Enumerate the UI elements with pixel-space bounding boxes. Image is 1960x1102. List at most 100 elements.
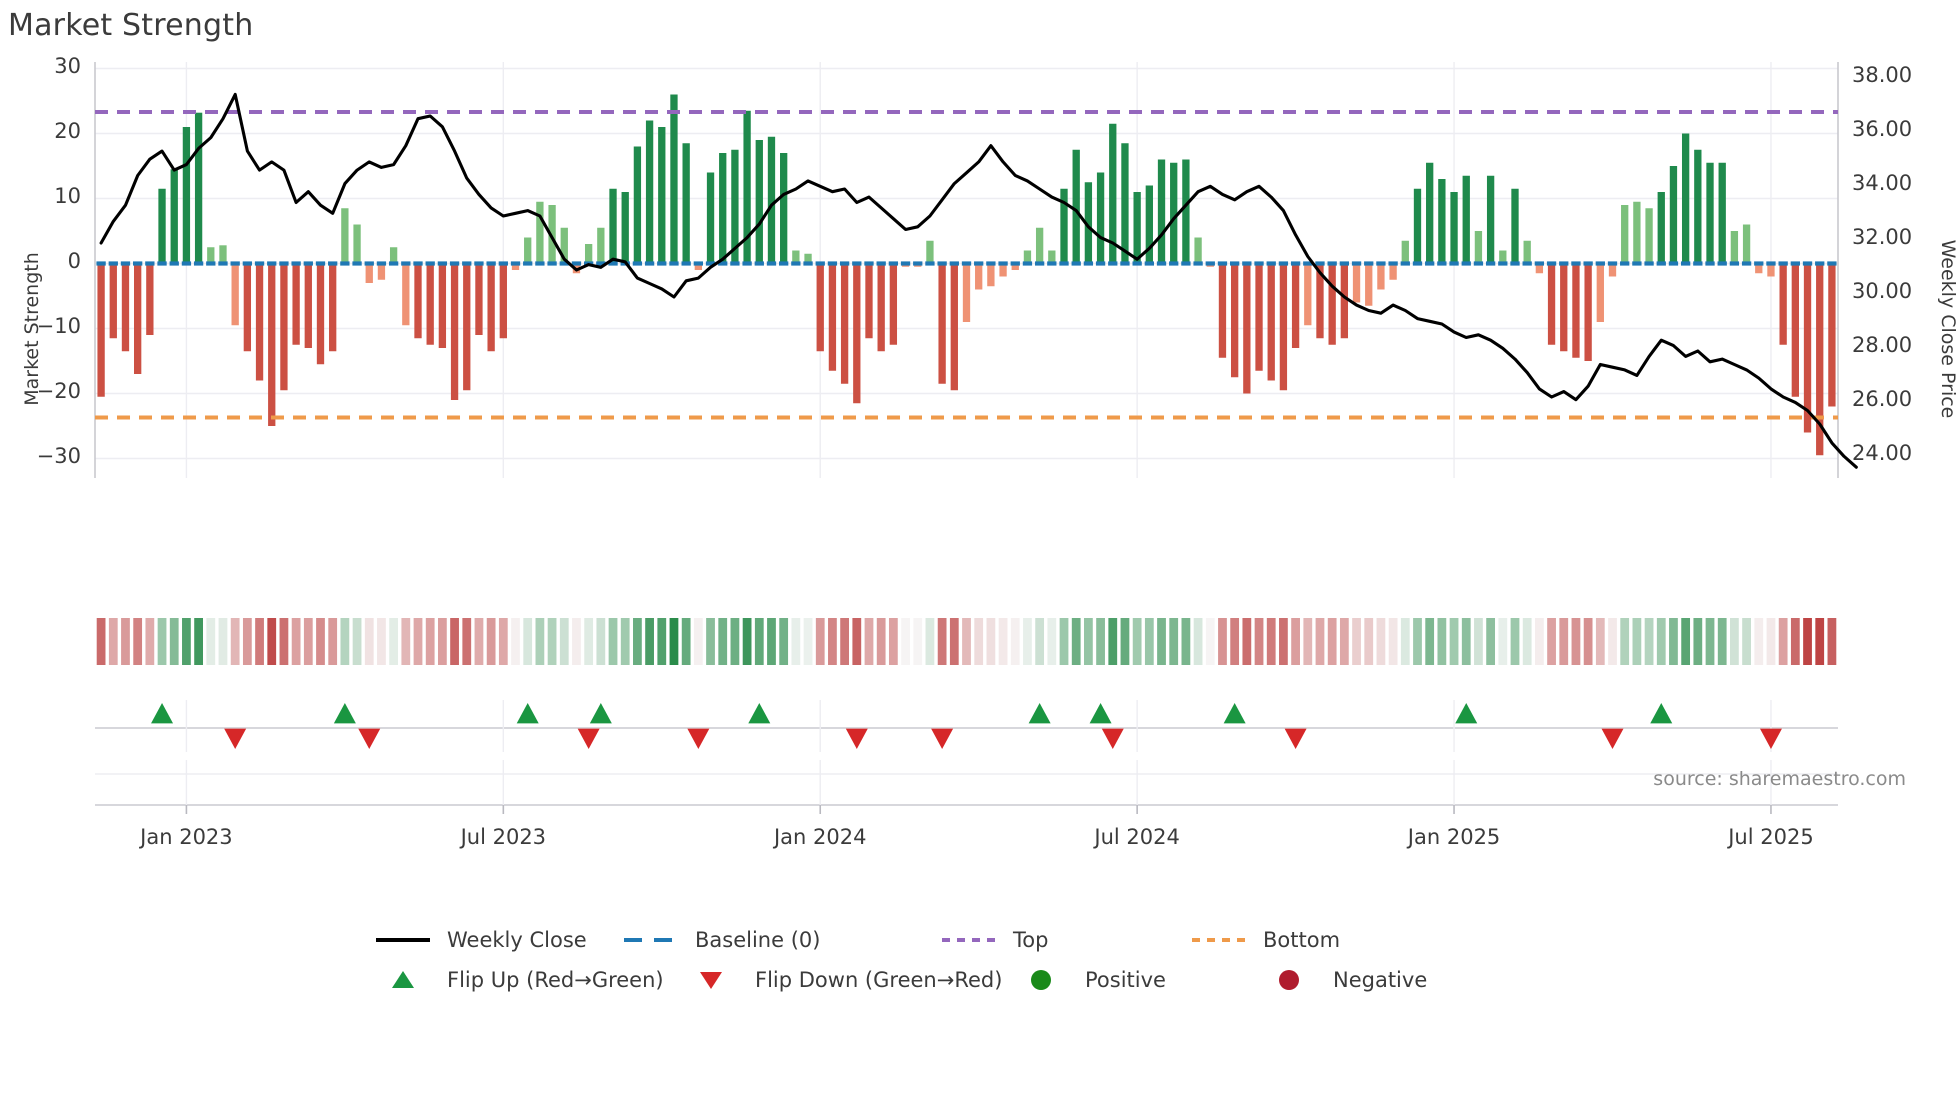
heat-cell (633, 618, 642, 665)
legend-item[interactable]: Weekly Close (372, 920, 602, 960)
heat-cell (572, 618, 581, 665)
y-axis-left-tick: −20 (36, 378, 81, 403)
strength-bar (1535, 263, 1544, 274)
strength-bar (621, 192, 629, 264)
heat-cell (962, 618, 971, 665)
heat-cell (206, 618, 216, 665)
heat-cell (645, 618, 654, 665)
heat-cell (511, 618, 520, 665)
heat-cell (1266, 618, 1276, 665)
heat-cell (279, 618, 289, 665)
strength-bar (280, 263, 288, 391)
strength-bar (950, 263, 958, 391)
strength-bar (1730, 231, 1739, 264)
strength-bar (597, 227, 605, 264)
strength-bar (1828, 263, 1836, 407)
strength-bar (304, 263, 312, 348)
heat-cell (1717, 618, 1727, 665)
y-axis-right-tick: 34.00 (1852, 171, 1913, 196)
line-dotted-icon (1188, 929, 1250, 951)
legend-row: Flip Up (Red→Green) Flip Down (Green→Red)… (0, 960, 1960, 1000)
heat-cell (1693, 618, 1703, 665)
strength-bar (560, 227, 568, 264)
heat-cell (608, 618, 618, 665)
strength-bar (170, 169, 178, 264)
legend-item[interactable]: Negative (1258, 960, 1458, 1000)
heat-cell (1632, 618, 1642, 665)
heat-cell (1437, 618, 1447, 665)
circle-icon (1258, 969, 1320, 991)
y-axis-left-tick: 20 (54, 118, 81, 143)
strength-bar (926, 240, 934, 264)
strength-bar (743, 110, 751, 264)
strength-bar (1486, 175, 1495, 264)
strength-bar (1182, 159, 1190, 264)
heat-cell (1120, 618, 1130, 665)
heat-cell (96, 618, 106, 665)
strength-bar (255, 263, 264, 381)
heat-cell (1559, 618, 1569, 665)
heat-cell (340, 618, 350, 665)
heat-cell (1583, 618, 1593, 665)
legend-item[interactable]: Positive (1010, 960, 1240, 1000)
heat-cell (1193, 618, 1203, 665)
strength-bar (1389, 263, 1397, 280)
legend-item[interactable]: Baseline (0) (620, 920, 920, 960)
heat-cell (596, 618, 606, 665)
heat-cell (108, 618, 118, 665)
strength-bar (1377, 263, 1385, 290)
legend-row: Weekly Close Baseline (0) Top Bottom (0, 920, 1960, 960)
legend-item[interactable]: Bottom (1188, 920, 1388, 960)
legend-label: Baseline (0) (695, 928, 821, 952)
flip-up-marker (333, 703, 356, 724)
legend-item[interactable]: Top (938, 920, 1170, 960)
strength-bar (1681, 133, 1690, 264)
strength-bar (1572, 263, 1580, 358)
strength-bar (134, 263, 142, 374)
strength-bar (1170, 162, 1178, 264)
strength-bar (853, 263, 861, 404)
y-axis-right-tick: 24.00 (1852, 441, 1913, 466)
heat-cell (1803, 618, 1812, 665)
strength-bar (1157, 159, 1166, 264)
strength-bar (1145, 185, 1153, 264)
strength-bar (792, 250, 800, 264)
heat-cell (121, 618, 130, 665)
heat-cell (888, 618, 898, 665)
strength-bar (987, 263, 995, 287)
legend-item[interactable]: Flip Up (Red→Green) (372, 960, 664, 1000)
heat-cell (852, 618, 862, 665)
strength-bar (609, 188, 617, 264)
heat-cell (267, 618, 277, 665)
strength-bar (1523, 240, 1531, 264)
strength-bar (865, 263, 873, 339)
strength-bar (207, 247, 215, 264)
heat-cell (1498, 618, 1508, 665)
y-axis-left-tick: −30 (36, 443, 81, 468)
heat-cell (1242, 618, 1252, 665)
strength-bar (377, 263, 386, 280)
legend-item[interactable]: Flip Down (Green→Red) (680, 960, 1002, 1000)
heat-cell (1071, 618, 1081, 665)
heat-cell (1608, 618, 1617, 665)
strength-bar (463, 263, 471, 391)
heat-cell (1400, 618, 1410, 665)
legend-label: Negative (1333, 968, 1428, 992)
x-axis-tick-label: Jul 2023 (460, 825, 547, 849)
strength-bar (316, 263, 325, 365)
heat-cell (1352, 618, 1361, 665)
heat-cell (1425, 618, 1435, 665)
flip-down-marker (931, 728, 954, 749)
heat-cell (791, 618, 801, 665)
heat-cell (218, 618, 228, 665)
heat-cell (1010, 618, 1020, 665)
heat-cell (840, 618, 849, 665)
heat-cell (901, 618, 910, 665)
heat-cell (523, 618, 533, 665)
strength-bar (780, 153, 788, 264)
flip-down-marker (1601, 728, 1624, 749)
heat-cell (1218, 618, 1227, 665)
strength-bar (1621, 205, 1629, 264)
heat-cell (876, 618, 886, 665)
